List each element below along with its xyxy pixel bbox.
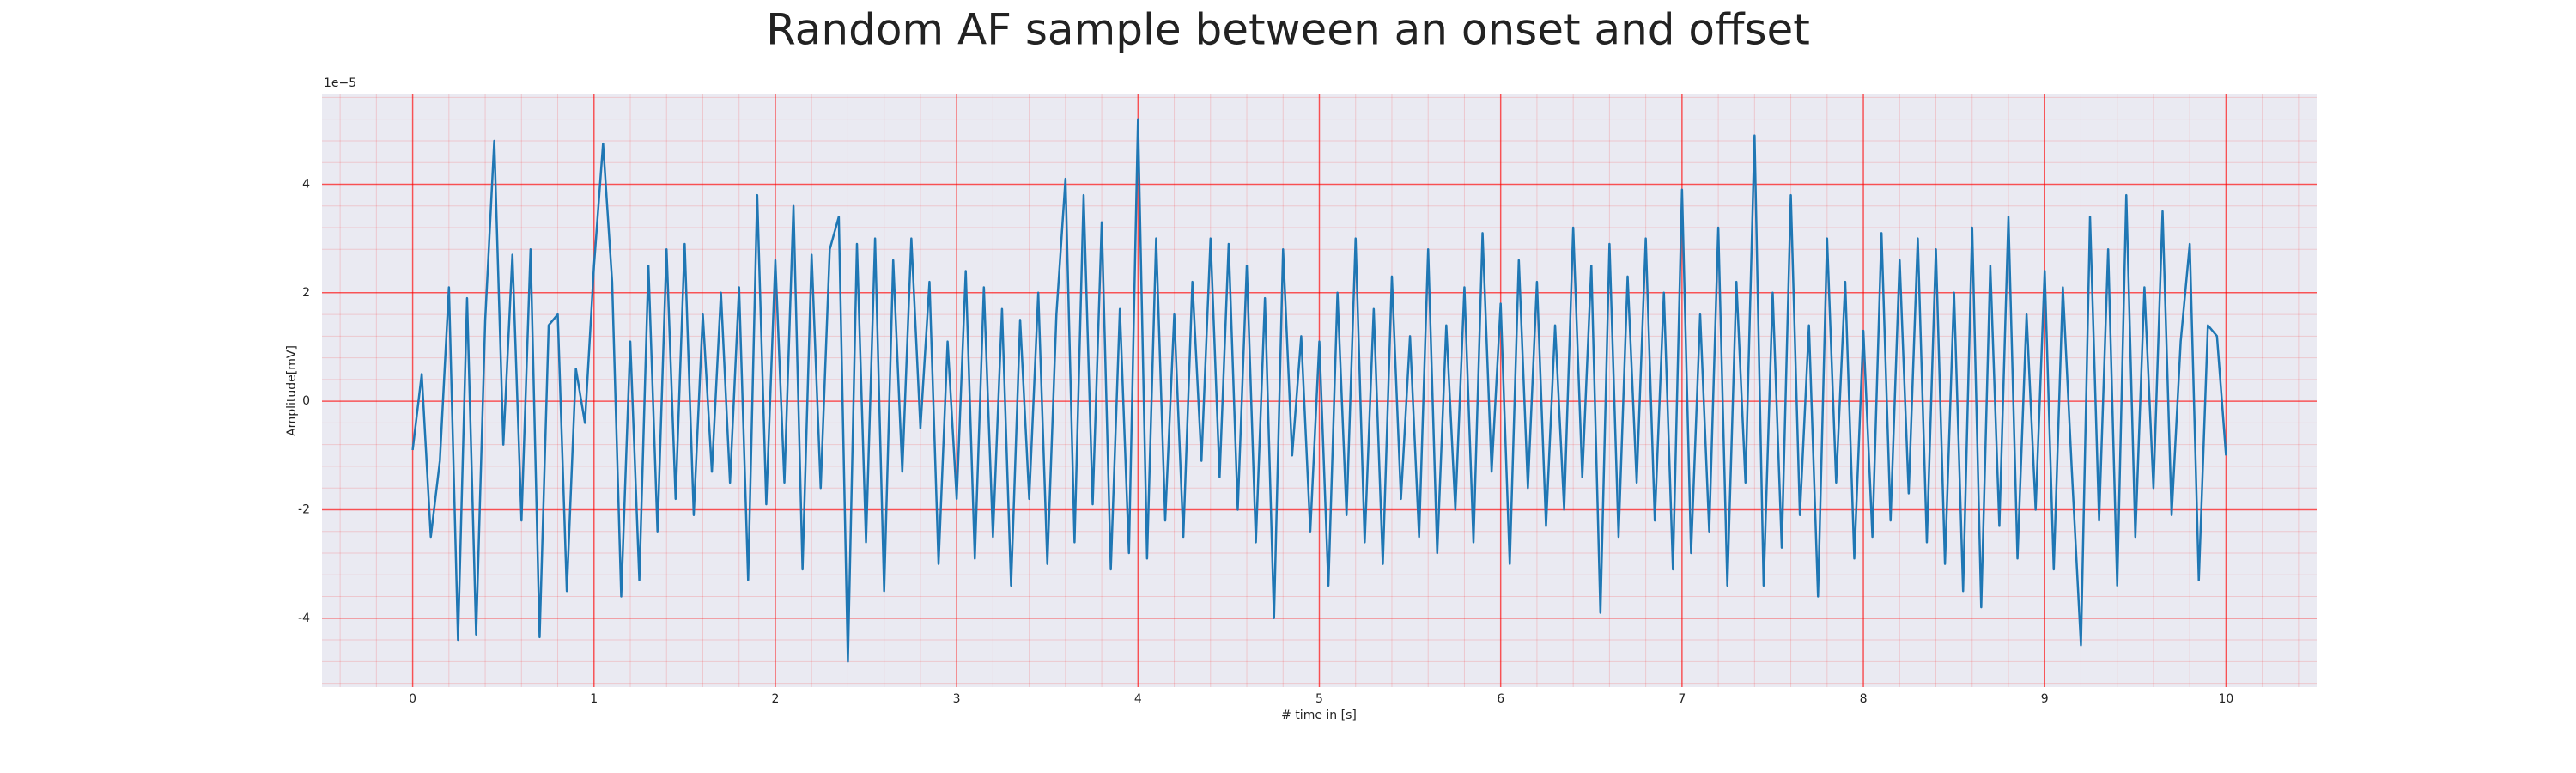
x-tick-label: 10: [2218, 692, 2233, 706]
x-tick-label: 2: [771, 692, 779, 706]
x-tick-label: 4: [1134, 692, 1142, 706]
x-tick-label: 9: [2041, 692, 2049, 706]
y-tick-label: -2: [298, 502, 310, 516]
y-tick-label: 4: [302, 177, 310, 191]
x-tick-label: 3: [953, 692, 961, 706]
x-tick-label: 7: [1678, 692, 1686, 706]
signal-line: [411, 118, 2227, 663]
x-axis-label: # time in [s]: [1281, 709, 1357, 722]
y-tick-label: 0: [302, 394, 310, 408]
x-tick-label: 1: [590, 692, 598, 706]
x-tick-label: 5: [1315, 692, 1323, 706]
y-axis-label: Amplitude[mV]: [285, 345, 299, 436]
y-tick-label: 2: [302, 286, 310, 300]
x-tick-label: 0: [409, 692, 416, 706]
y-tick-label: -4: [298, 612, 310, 625]
chart-title: Random AF sample between an onset and of…: [766, 5, 1810, 55]
x-tick-label: 8: [1860, 692, 1868, 706]
y-offset-label: 1e−5: [324, 76, 356, 90]
x-tick-label: 6: [1497, 692, 1504, 706]
